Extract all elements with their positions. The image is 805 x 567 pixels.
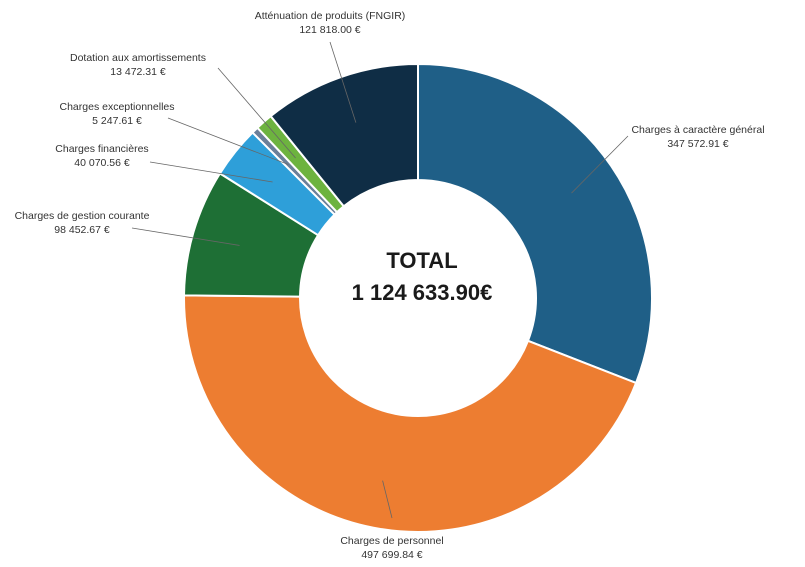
slice-label-value: 5 247.61 € <box>92 115 142 127</box>
donut-slice <box>183 294 638 533</box>
leader-line <box>382 480 393 519</box>
donut-slices <box>183 62 653 533</box>
slice-label-value: 13 472.31 € <box>110 66 166 78</box>
donut-slice <box>269 62 419 208</box>
slice-label-value: 40 070.56 € <box>74 157 130 169</box>
slice-label-value: 98 452.67 € <box>54 224 110 236</box>
slice-label-name: Charges exceptionnelles <box>60 101 175 113</box>
slice-label-name: Charges financières <box>55 143 148 155</box>
slice-label-name: Charges de gestion courante <box>15 210 150 222</box>
slice-label-name: Dotation aux amortissements <box>70 52 206 64</box>
leader-line <box>571 135 629 194</box>
leader-line <box>149 161 273 183</box>
slice-labels: Charges à caractère général 347 572.91 € C… <box>15 10 765 561</box>
leader-line <box>131 227 240 246</box>
slice-label-value: 347 572.91 € <box>667 138 728 150</box>
slice-label-value: 121 818.00 € <box>299 24 360 36</box>
donut-slice <box>417 62 653 385</box>
leader-line <box>329 41 357 123</box>
leader-line <box>167 117 289 165</box>
label-leader-lines <box>131 41 629 519</box>
slice-label-name: Charges de personnel <box>340 535 443 547</box>
leader-line <box>217 67 296 159</box>
center-total-value: 1 124 633.90€ <box>352 280 493 305</box>
slice-label-name: Charges à caractère général <box>631 124 764 136</box>
slice-label-name: Atténuation de produits (FNGIR) <box>255 10 406 22</box>
slice-label-value: 497 699.84 € <box>361 549 422 561</box>
center-total-title: TOTAL <box>386 248 457 273</box>
